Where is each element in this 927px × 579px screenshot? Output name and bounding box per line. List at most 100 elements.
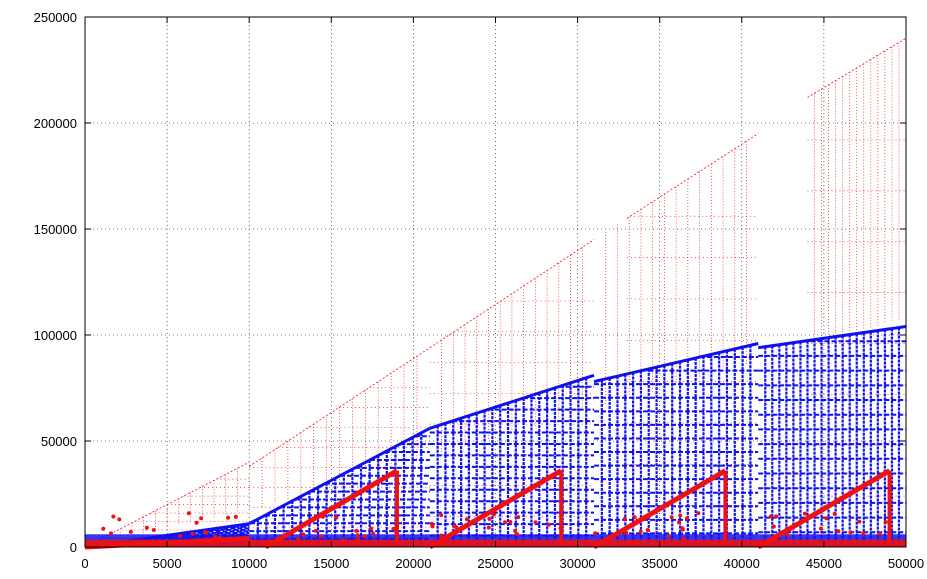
series-mark bbox=[666, 534, 671, 539]
series-2-segment-3 bbox=[592, 468, 759, 550]
series-mark bbox=[429, 373, 595, 430]
series-mark bbox=[592, 468, 727, 550]
x-tick-label: 15000 bbox=[313, 556, 349, 571]
series-mark bbox=[756, 468, 891, 550]
series-mark bbox=[883, 519, 888, 524]
series-layer bbox=[84, 37, 907, 550]
series-mark bbox=[318, 512, 323, 517]
series-mark bbox=[594, 539, 759, 547]
series-mark bbox=[108, 531, 113, 536]
series-mark bbox=[768, 514, 773, 519]
x-tick-label: 10000 bbox=[231, 556, 267, 571]
y-tick-label: 50000 bbox=[41, 434, 77, 449]
series-mark bbox=[801, 540, 806, 545]
series-2-segment-4 bbox=[756, 468, 906, 550]
series-mark bbox=[784, 526, 789, 531]
series-mark bbox=[101, 526, 106, 531]
y-tick-label: 200000 bbox=[34, 116, 77, 131]
series-mark bbox=[491, 512, 496, 517]
series-mark bbox=[318, 534, 323, 539]
series-mark bbox=[117, 517, 122, 522]
series-mark bbox=[513, 528, 518, 533]
series-mark bbox=[593, 531, 598, 536]
series-mark bbox=[439, 513, 444, 518]
series-mark bbox=[429, 539, 595, 547]
series-mark bbox=[369, 526, 374, 531]
series-mark bbox=[836, 529, 841, 534]
series-mark bbox=[226, 515, 231, 520]
series-mark bbox=[439, 533, 444, 538]
series-2-segment-0 bbox=[84, 511, 283, 550]
series-mark bbox=[487, 516, 492, 521]
series-mark bbox=[301, 532, 306, 537]
series-mark bbox=[758, 325, 907, 350]
series-mark bbox=[680, 527, 685, 532]
series-mark bbox=[151, 528, 156, 533]
series-mark bbox=[320, 540, 325, 545]
series-0-segment-3 bbox=[605, 133, 759, 507]
series-mark bbox=[638, 529, 643, 534]
series-mark bbox=[194, 520, 199, 525]
series-mark bbox=[632, 540, 637, 545]
series-mark bbox=[217, 535, 222, 540]
series-mark bbox=[296, 536, 301, 541]
series-1-segment-3 bbox=[593, 342, 759, 547]
series-mark bbox=[634, 520, 639, 525]
series-mark bbox=[824, 516, 829, 521]
series-2-segment-1 bbox=[264, 468, 430, 550]
series-mark bbox=[464, 517, 469, 522]
series-mark bbox=[696, 511, 701, 516]
series-mark bbox=[848, 530, 853, 535]
series-mark bbox=[233, 514, 238, 519]
series-mark bbox=[632, 515, 637, 520]
series-mark bbox=[371, 531, 376, 536]
x-tick-label: 35000 bbox=[642, 556, 678, 571]
series-mark bbox=[502, 520, 507, 525]
series-mark bbox=[678, 513, 683, 518]
series-mark bbox=[818, 526, 823, 531]
y-tick-label: 150000 bbox=[34, 222, 77, 237]
series-mark bbox=[313, 528, 318, 533]
series-mark bbox=[625, 525, 630, 530]
series-mark bbox=[516, 515, 521, 520]
y-tick-label: 0 bbox=[70, 540, 77, 555]
series-mark bbox=[832, 511, 837, 516]
series-mark bbox=[857, 519, 862, 524]
series-mark bbox=[861, 531, 866, 536]
series-mark bbox=[362, 534, 367, 539]
series-mark bbox=[685, 516, 690, 521]
series-mark bbox=[877, 531, 882, 536]
series-mark bbox=[546, 522, 551, 527]
series-mark bbox=[558, 526, 563, 531]
series-mark bbox=[128, 529, 133, 534]
series-mark bbox=[774, 514, 779, 519]
series-0-segment-4 bbox=[807, 37, 907, 497]
series-mark bbox=[771, 524, 776, 529]
series-mark bbox=[429, 239, 595, 349]
series-mark bbox=[334, 515, 339, 520]
series-mark bbox=[622, 516, 627, 521]
series-mark bbox=[264, 468, 399, 550]
y-tick-label: 250000 bbox=[34, 10, 77, 25]
series-mark bbox=[248, 426, 431, 526]
series-mark bbox=[85, 539, 283, 547]
series-mark bbox=[144, 525, 149, 530]
x-tick-label: 30000 bbox=[560, 556, 596, 571]
series-mark bbox=[391, 526, 396, 531]
series-mark bbox=[677, 520, 682, 525]
series-mark bbox=[681, 536, 686, 541]
series-mark bbox=[213, 535, 218, 540]
series-mark bbox=[199, 516, 204, 521]
x-tick-label: 5000 bbox=[153, 556, 182, 571]
x-axis-ticks: 0 5000 10000 15000 20000 25000 30000 35000 40000… bbox=[81, 17, 924, 571]
series-mark bbox=[190, 531, 195, 536]
x-tick-label: 25000 bbox=[477, 556, 513, 571]
series-mark bbox=[178, 533, 183, 538]
x-tick-label: 20000 bbox=[395, 556, 431, 571]
x-tick-label: 0 bbox=[81, 556, 88, 571]
series-mark bbox=[111, 514, 116, 519]
series-mark bbox=[533, 520, 538, 525]
x-tick-label: 40000 bbox=[724, 556, 760, 571]
y-tick-label: 100000 bbox=[34, 328, 77, 343]
